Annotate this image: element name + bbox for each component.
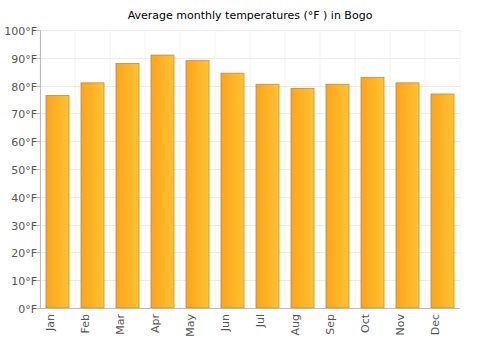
title: Average monthly temperatures (°F ) in Bo… bbox=[128, 9, 373, 22]
x-tick-label: Feb bbox=[79, 314, 92, 333]
y-tick-label: 10°F bbox=[11, 275, 37, 288]
x-tick-label: Sep bbox=[324, 314, 337, 335]
y-axis bbox=[40, 30, 41, 308]
y-tick-label: 20°F bbox=[11, 247, 37, 260]
y-tick-label: 40°F bbox=[11, 192, 37, 205]
bars bbox=[46, 55, 454, 308]
x-tick-label: Jun bbox=[219, 314, 232, 332]
bar bbox=[361, 77, 384, 308]
bar bbox=[186, 61, 209, 308]
chart: 0°F 10°F 20°F 30°F 40°F 50°F 60°F 70°F 80°F 90°F 1… bbox=[0, 0, 500, 350]
x-tick-label: Jan bbox=[44, 314, 57, 332]
x-tick-label: May bbox=[184, 314, 197, 337]
bar bbox=[116, 63, 139, 308]
y-tick-label: 30°F bbox=[11, 220, 37, 233]
y-tick-label: 60°F bbox=[11, 136, 37, 149]
grid-line bbox=[40, 30, 460, 31]
bar bbox=[46, 95, 69, 308]
x-tick-label: Dec bbox=[429, 314, 442, 335]
x-tick-label: Oct bbox=[359, 313, 372, 333]
bar bbox=[221, 73, 244, 308]
y-tick-label: 0°F bbox=[18, 303, 37, 316]
grid-line bbox=[40, 308, 460, 309]
bar bbox=[291, 88, 314, 308]
x-axis bbox=[40, 308, 460, 309]
bar bbox=[256, 84, 279, 308]
y-tick-label: 100°F bbox=[4, 25, 37, 38]
grid-line bbox=[40, 58, 460, 59]
x-tick-label: Nov bbox=[394, 314, 407, 336]
bar bbox=[81, 83, 104, 308]
y-tick-label: 80°F bbox=[11, 81, 37, 94]
y-tick-label: 90°F bbox=[11, 53, 37, 66]
x-tick-label: Mar bbox=[114, 314, 127, 335]
bar bbox=[431, 94, 454, 308]
bar bbox=[326, 84, 349, 308]
y-tick-label: 70°F bbox=[11, 108, 37, 121]
bar bbox=[151, 55, 174, 308]
x-tick-label: Jul bbox=[254, 314, 267, 328]
y-tick-label: 50°F bbox=[11, 164, 37, 177]
x-tick-label: Aug bbox=[289, 314, 302, 335]
bar bbox=[396, 83, 419, 308]
x-tick-label: Apr bbox=[149, 314, 162, 334]
